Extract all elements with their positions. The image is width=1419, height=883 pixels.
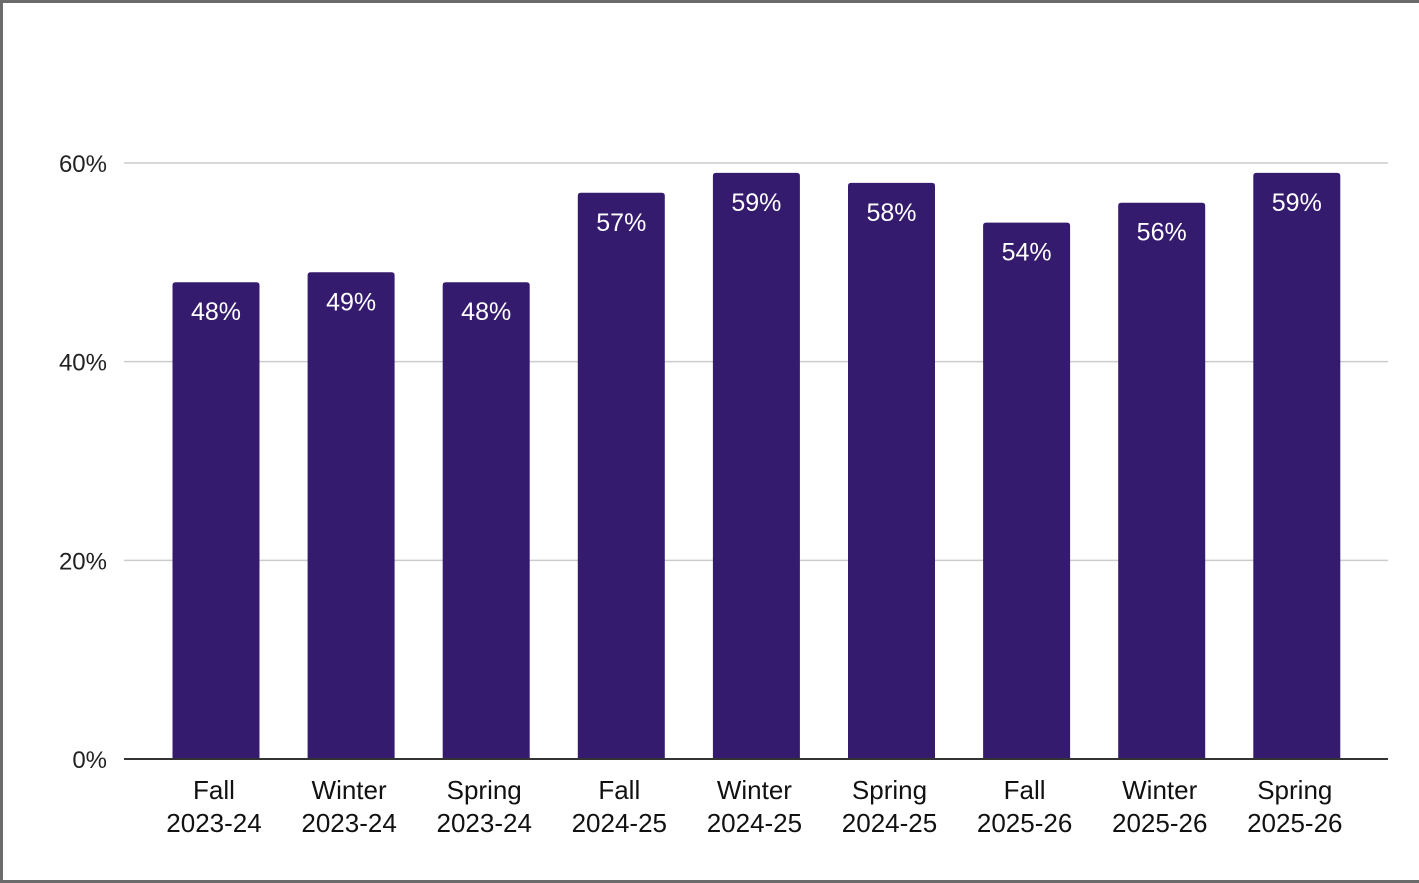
data-label: 59% bbox=[1272, 189, 1322, 217]
x-tick-label: 2024-25 bbox=[707, 808, 802, 838]
x-tick-label: 2025-26 bbox=[977, 808, 1072, 838]
x-tick-label: 2025-26 bbox=[1247, 808, 1342, 838]
data-label: 54% bbox=[1002, 239, 1052, 267]
x-tick-label: Fall bbox=[193, 775, 235, 805]
x-tick-label: Spring bbox=[447, 775, 522, 805]
x-tick-label: 2023-24 bbox=[436, 808, 531, 838]
bar bbox=[983, 222, 1071, 760]
x-tick-label: Spring bbox=[852, 775, 927, 805]
data-label: 57% bbox=[596, 209, 646, 237]
data-label: 49% bbox=[326, 288, 376, 316]
x-tick-label: Winter bbox=[1122, 775, 1197, 805]
x-tick-label: Winter bbox=[312, 775, 387, 805]
data-label: 59% bbox=[731, 189, 781, 217]
bar bbox=[848, 182, 935, 759]
data-label: 48% bbox=[191, 298, 241, 326]
bar bbox=[577, 192, 665, 760]
bar bbox=[442, 282, 530, 759]
x-tick-label: 2025-26 bbox=[1112, 808, 1207, 838]
bar bbox=[307, 272, 395, 759]
x-tick-label: 2023-24 bbox=[301, 808, 396, 838]
data-label: 48% bbox=[461, 298, 511, 326]
x-axis-categories: Fall2023-24Winter2023-24Spring2023-24Fal… bbox=[166, 775, 1342, 838]
bar bbox=[172, 282, 260, 759]
x-tick-label: 2024-25 bbox=[842, 808, 937, 838]
data-label: 58% bbox=[866, 199, 916, 227]
bar bbox=[712, 172, 800, 759]
x-tick-label: 2023-24 bbox=[166, 808, 261, 838]
x-tick-label: Fall bbox=[598, 775, 640, 805]
y-tick-label: 40% bbox=[59, 350, 107, 377]
x-tick-label: Spring bbox=[1257, 775, 1332, 805]
bar bbox=[1253, 172, 1341, 759]
x-tick-label: 2024-25 bbox=[572, 808, 667, 838]
data-labels: 48% 49% 48% 57% 59% 58% 54% 56% 59% bbox=[191, 189, 1322, 326]
data-label: 56% bbox=[1137, 219, 1187, 247]
bar bbox=[1118, 202, 1206, 759]
x-tick-label: Winter bbox=[717, 775, 792, 805]
x-tick-label: Fall bbox=[1004, 775, 1046, 805]
y-axis-ticks: 0% 20% 40% 60% bbox=[59, 151, 107, 774]
y-tick-label: 20% bbox=[59, 548, 107, 575]
bars bbox=[172, 172, 1341, 760]
y-tick-label: 0% bbox=[72, 747, 107, 774]
y-tick-label: 60% bbox=[59, 151, 107, 178]
